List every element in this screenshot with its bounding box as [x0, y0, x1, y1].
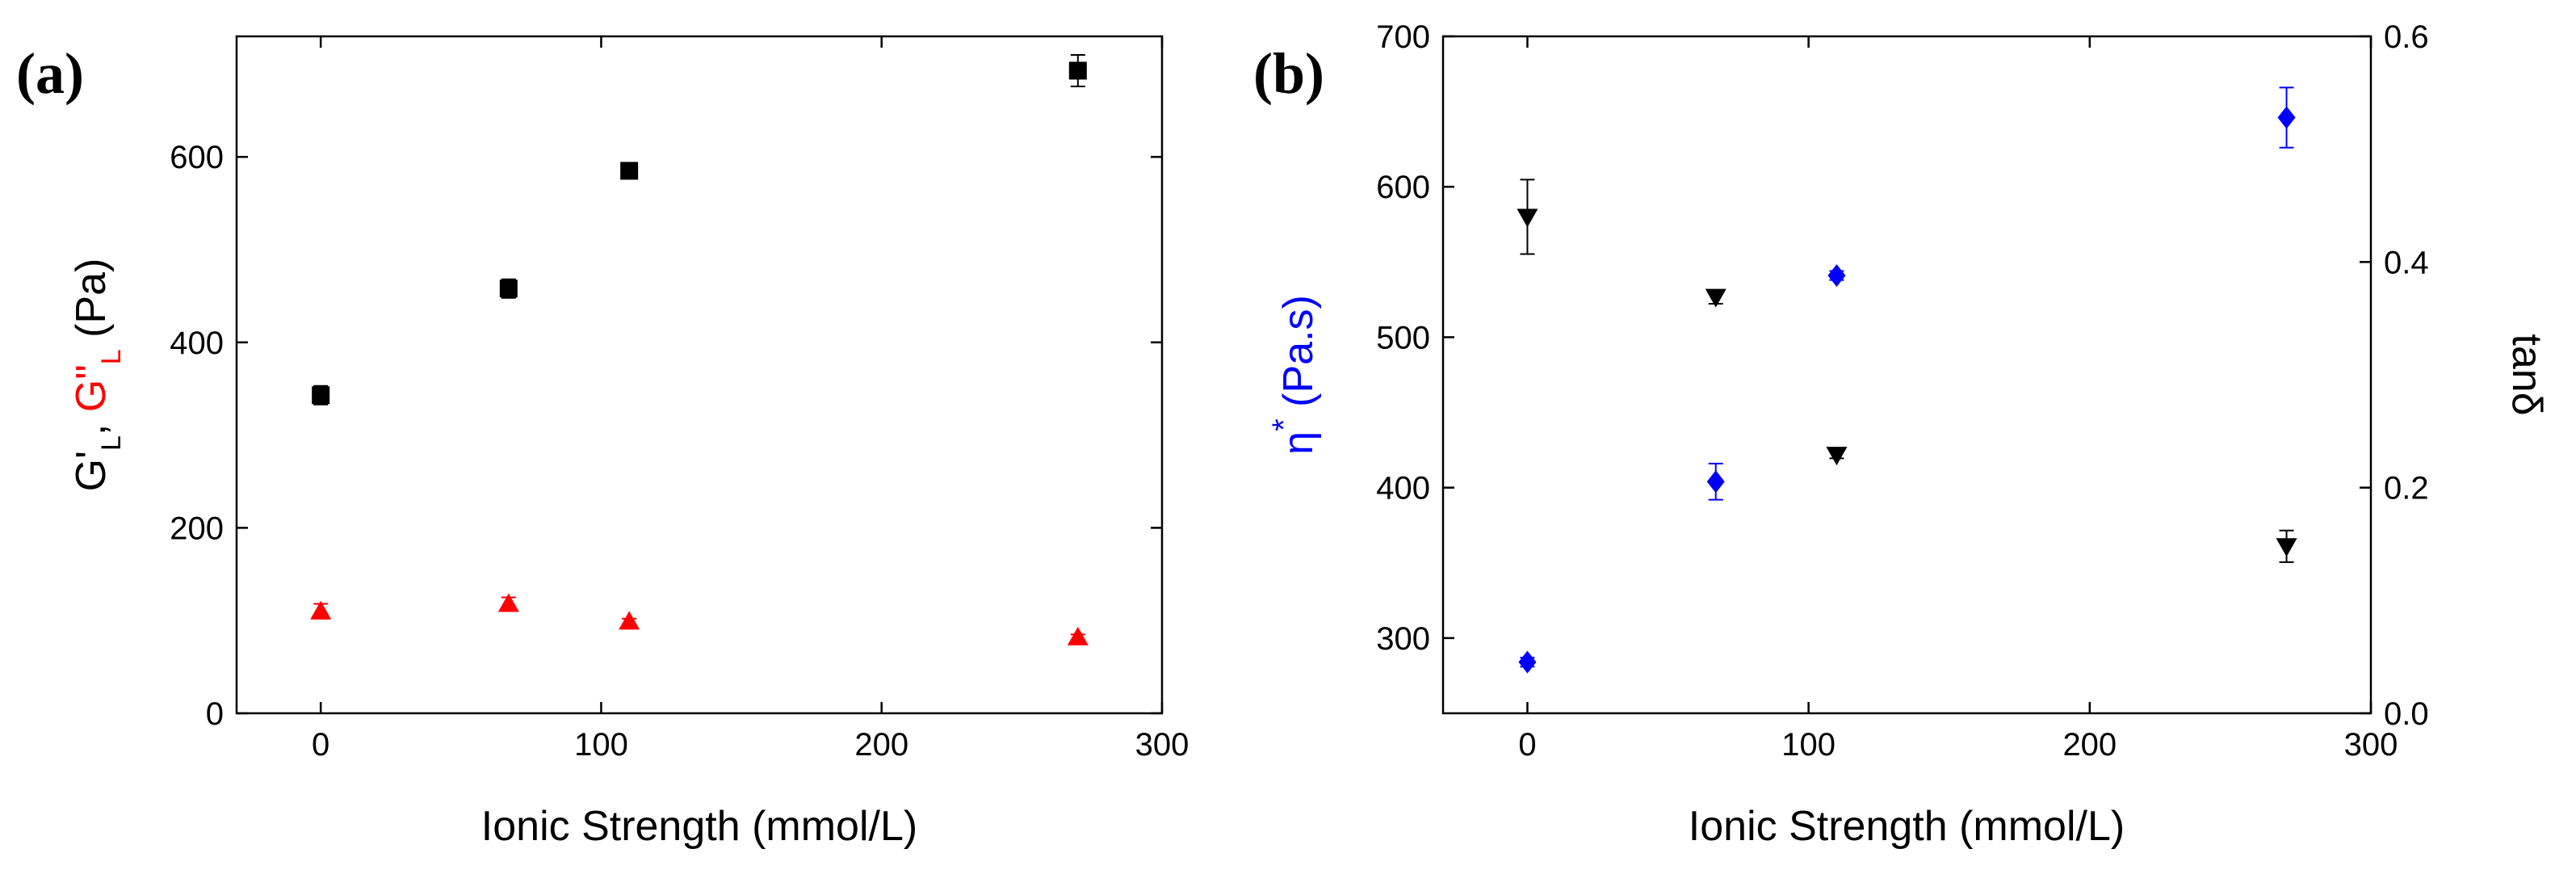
panel-a-x-tick-label: 200: [854, 727, 908, 763]
panel-b-left-y-axis-title: η* (Pa.s): [1266, 295, 1322, 455]
panel-a-data-point: [1068, 61, 1087, 80]
panel-a-y-axis-title-part: ,: [68, 412, 115, 435]
panel-a-x-ticks: 0 100 200 300: [312, 36, 1189, 763]
panel-a-data-point: [1067, 626, 1089, 645]
panel-b-label: (b): [1253, 41, 1324, 106]
panel-b-left-y-tick-label: 700: [1376, 19, 1430, 55]
panel-a-data-point: [499, 279, 518, 298]
panel-b-left-y-tick-label: 400: [1376, 471, 1430, 506]
panel-b-x-tick-label: 300: [2344, 727, 2398, 763]
panel-b-left-y-tick-label: 600: [1376, 170, 1430, 205]
panel-b-right-y-ticks: 0.0 0.2 0.4 0.6: [2360, 19, 2429, 732]
panel-a-y-axis-title: G'L, G"L (Pa): [68, 258, 127, 492]
panel-b-data-point: [1826, 447, 1848, 466]
panel-b-left-y-axis-title-part: (Pa.s): [1275, 295, 1322, 418]
panel-b-right-y-tick-label: 0.6: [2384, 19, 2429, 55]
panel-b-data-point: [1517, 208, 1538, 228]
panel-b-x-tick-label: 0: [1518, 727, 1536, 763]
panel-b-x-axis-title: Ionic Strength (mmol/L): [1689, 803, 2125, 850]
panel-b-x-ticks: 0 100 200 300: [1518, 36, 2398, 763]
panel-b-data-point: [1706, 470, 1725, 494]
panel-a-x-tick-label: 0: [312, 727, 329, 763]
panel-b-data-point: [1705, 288, 1726, 308]
panel-a-x-axis-title: Ionic Strength (mmol/L): [481, 803, 917, 850]
panel-b-right-y-tick-label: 0.2: [2384, 471, 2429, 506]
panel-b-right-y-axis-title: tanδ: [2503, 334, 2550, 415]
panel-b-left-y-axis-title-part: η: [1275, 431, 1322, 455]
panel-a-y-axis-title-part: L: [96, 435, 127, 451]
panel-b-x-tick-label: 100: [1781, 727, 1836, 763]
panel-a-x-tick-label: 100: [574, 727, 628, 763]
panel-b-left-y-tick-label: 500: [1376, 320, 1430, 355]
panel-a-x-tick-label: 300: [1135, 727, 1189, 763]
panel-a-data-point: [620, 162, 639, 180]
panel-b: (b) 0 100 200 300 300 400 500 600 700 0.0 0.2 0.4…: [1253, 19, 2550, 850]
panel-b-x-tick-label: 200: [2062, 727, 2117, 763]
panel-b-left-y-ticks: 300 400 500 600 700: [1376, 19, 1454, 657]
panel-a-plot-frame: [235, 35, 1164, 715]
panel-b-data-point: [1827, 264, 1846, 288]
panel-a-data-point: [310, 600, 332, 620]
panel-b-left-y-tick-label: 300: [1376, 621, 1430, 657]
panel-a-y-tick-label: 400: [170, 326, 224, 361]
panel-b-right-y-tick-label: 0.0: [2384, 696, 2429, 732]
panel-b-data-points: [1517, 86, 2297, 674]
panel-a-y-axis-title-part: G": [68, 364, 115, 412]
panel-a-y-tick-label: 200: [170, 511, 224, 546]
panel-a-data-point: [312, 386, 330, 405]
panel-a-data-points: [310, 53, 1089, 645]
panel-a-y-tick-label: 600: [170, 140, 224, 175]
panel-a-y-axis-title-part: G': [68, 451, 115, 491]
panel-a-y-axis-title-part: L: [96, 349, 127, 364]
panel-b-data-point: [1518, 650, 1537, 674]
panel-a-label: (a): [16, 41, 84, 106]
panel-b-left-y-axis-title-part: *: [1266, 418, 1302, 431]
panel-a-data-point: [497, 593, 519, 612]
panel-a-y-tick-label: 0: [206, 696, 224, 732]
panel-b-right-y-tick-label: 0.4: [2384, 245, 2429, 280]
panel-a: (a) 0 100 200 300 0 200 400 600 Ionic Strength…: [16, 35, 1189, 850]
panel-b-data-point: [2277, 106, 2296, 129]
panel-a-y-axis-title-part: (Pa): [68, 258, 115, 350]
panel-b-plot-frame: [1441, 35, 2373, 715]
panel-a-y-ticks: 0 200 400 600: [170, 140, 1162, 732]
panel-b-data-point: [2276, 538, 2297, 557]
panel-a-data-point: [619, 611, 640, 630]
